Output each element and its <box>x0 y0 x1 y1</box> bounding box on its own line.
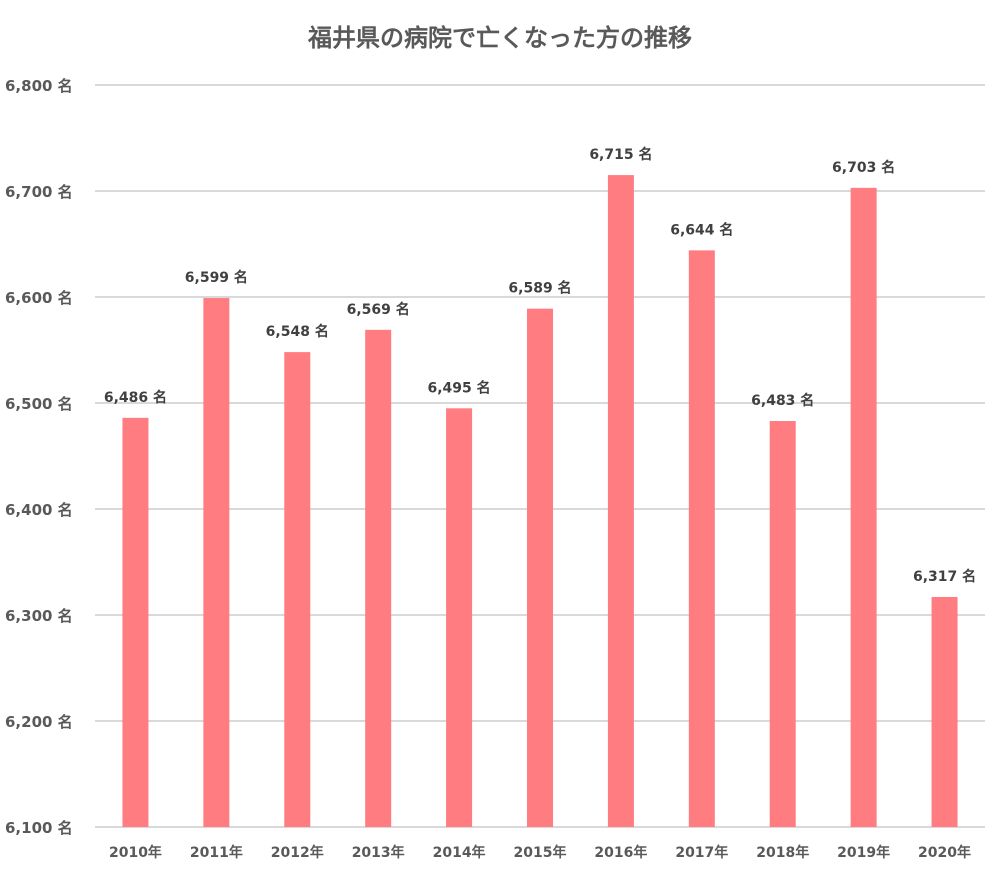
y-tick-label: 6,800 名 <box>5 77 73 95</box>
x-tick-label: 2015年 <box>514 844 567 861</box>
bar <box>688 250 715 828</box>
data-label: 6,569 名 <box>347 301 410 318</box>
bar <box>446 408 473 827</box>
y-tick-label: 6,700 名 <box>5 183 73 201</box>
bar <box>365 329 392 827</box>
data-label: 6,483 名 <box>751 392 814 409</box>
bar <box>931 596 958 827</box>
x-tick-label: 2011年 <box>190 844 243 861</box>
data-label: 6,495 名 <box>428 379 491 396</box>
x-tick-label: 2013年 <box>352 844 405 861</box>
bar <box>122 417 149 827</box>
chart-title: 福井県の病院で亡くなった方の推移 <box>307 24 692 52</box>
data-label: 6,703 名 <box>832 159 895 176</box>
bar <box>527 308 553 827</box>
bar <box>607 175 634 828</box>
x-tick-label: 2012年 <box>271 844 324 861</box>
x-tick-label: 2016年 <box>594 844 647 861</box>
bar <box>284 352 311 827</box>
x-tick-label: 2018年 <box>756 844 809 861</box>
data-label: 6,548 名 <box>266 323 329 340</box>
data-label: 6,589 名 <box>508 280 571 297</box>
y-tick-label: 6,100 名 <box>5 819 73 837</box>
bar <box>850 187 877 827</box>
data-label: 6,486 名 <box>104 389 167 406</box>
x-tick-label: 2019年 <box>837 844 890 861</box>
x-tick-label: 2017年 <box>675 844 728 861</box>
data-label: 6,644 名 <box>670 221 733 238</box>
y-tick-label: 6,500 名 <box>5 395 73 413</box>
y-tick-label: 6,300 名 <box>5 607 73 625</box>
data-label: 6,715 名 <box>589 146 652 163</box>
x-tick-label: 2020年 <box>918 844 971 861</box>
y-tick-label: 6,200 名 <box>5 713 73 731</box>
x-tick-label: 2014年 <box>433 844 486 861</box>
data-label: 6,317 名 <box>913 568 976 585</box>
y-tick-label: 6,400 名 <box>5 501 73 519</box>
y-tick-label: 6,600 名 <box>5 289 73 307</box>
bar <box>769 421 796 827</box>
x-tick-label: 2010年 <box>109 844 162 861</box>
bar <box>203 298 230 827</box>
data-label: 6,599 名 <box>185 269 248 286</box>
